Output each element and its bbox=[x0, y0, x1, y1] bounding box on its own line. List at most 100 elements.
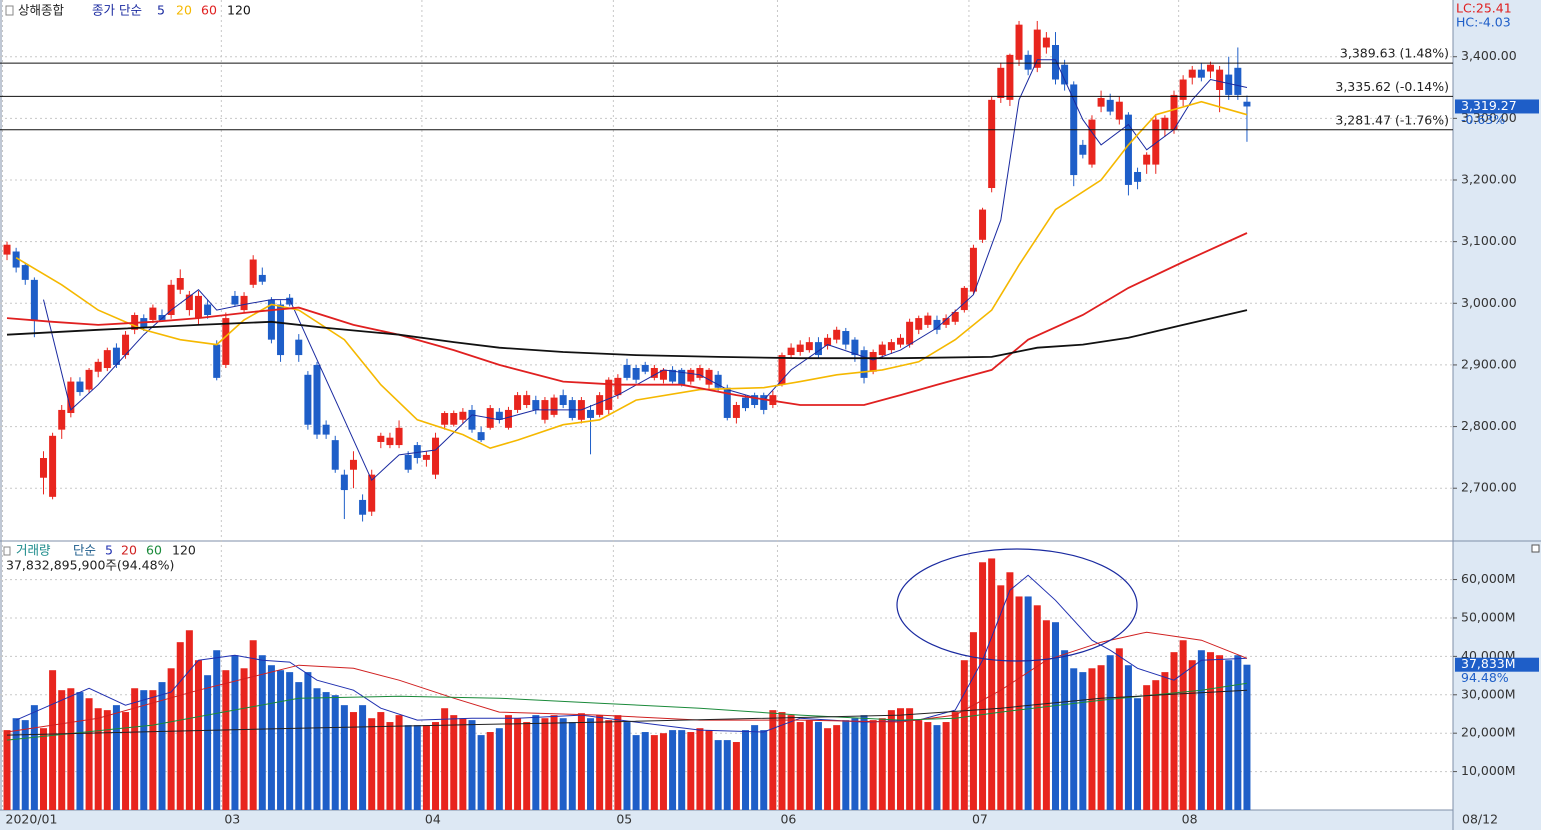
volume-bar bbox=[58, 690, 66, 810]
volume-bar bbox=[951, 712, 959, 810]
last-volume-box bbox=[1455, 657, 1539, 672]
volume-bar bbox=[313, 688, 321, 810]
volume-bar bbox=[997, 585, 1005, 810]
volume-bar bbox=[94, 708, 102, 810]
candle-body bbox=[422, 454, 430, 460]
candle-body bbox=[112, 347, 120, 365]
price-legend-prefix: 종가 단순 bbox=[92, 3, 142, 18]
volume-bar bbox=[176, 642, 184, 810]
volume-bar bbox=[103, 710, 111, 810]
volume-bar bbox=[331, 695, 339, 810]
volume-bar bbox=[185, 630, 193, 810]
candle-body bbox=[559, 395, 567, 405]
volume-bar bbox=[295, 682, 303, 810]
volume-bar bbox=[751, 725, 759, 810]
volume-bar bbox=[194, 660, 202, 810]
candle-body bbox=[1115, 101, 1123, 120]
volume-bar bbox=[824, 728, 832, 810]
corner-label: HC:-4.03 bbox=[1456, 15, 1511, 30]
volume-bar bbox=[1124, 665, 1132, 810]
candle-body bbox=[103, 350, 111, 369]
candle-body bbox=[1033, 29, 1041, 68]
volume-bar bbox=[632, 735, 640, 810]
volume-bar bbox=[723, 740, 731, 810]
volume-bar bbox=[1106, 655, 1114, 810]
candle-body bbox=[258, 274, 266, 282]
volume-bar bbox=[140, 690, 148, 810]
candle-body bbox=[459, 411, 467, 420]
candle-body bbox=[796, 344, 804, 352]
candle-body bbox=[550, 397, 558, 415]
volume-bar bbox=[1115, 648, 1123, 810]
y-tick-label: 2,800.00 bbox=[1461, 418, 1517, 433]
candle-body bbox=[1179, 79, 1187, 100]
volume-bar bbox=[1006, 572, 1014, 810]
volume-bar bbox=[76, 692, 84, 810]
volume-bar bbox=[942, 722, 950, 810]
candle-body bbox=[76, 381, 84, 393]
candle-body bbox=[331, 440, 339, 470]
volume-bar bbox=[1179, 640, 1187, 810]
candle-body bbox=[532, 400, 540, 410]
volume-bar bbox=[258, 655, 266, 810]
volume-bar bbox=[1042, 620, 1050, 810]
y-tick-label: 3,400.00 bbox=[1461, 48, 1517, 63]
volume-bar bbox=[1134, 698, 1142, 810]
x-tick-label: 2020/01 bbox=[6, 812, 58, 827]
candle-body bbox=[751, 395, 759, 405]
candle-body bbox=[742, 397, 750, 409]
moving-average-line bbox=[6, 309, 1248, 360]
y-tick-label: 60,000M bbox=[1461, 571, 1516, 586]
candle-body bbox=[21, 265, 29, 280]
volume-bar bbox=[541, 718, 549, 810]
x-tick-label: 05 bbox=[616, 812, 632, 827]
pane-button[interactable] bbox=[1531, 544, 1540, 553]
y-tick-label: 2,700.00 bbox=[1461, 480, 1517, 495]
volume-bar bbox=[322, 692, 330, 810]
candle-body bbox=[587, 409, 595, 418]
x-tick-label: 06 bbox=[780, 812, 796, 827]
volume-bar bbox=[468, 720, 476, 810]
candle-body bbox=[1106, 99, 1114, 112]
volume-bar bbox=[769, 710, 777, 810]
volume-bar bbox=[659, 733, 667, 810]
last-price-box bbox=[1455, 99, 1539, 114]
volume-bar bbox=[851, 718, 859, 810]
right-axis-panel bbox=[1453, 0, 1541, 830]
candle-body bbox=[30, 279, 38, 320]
candle-body bbox=[714, 374, 722, 388]
candle-body bbox=[340, 474, 348, 491]
volume-bar bbox=[340, 705, 348, 810]
volume-bar bbox=[158, 682, 166, 810]
candle-body bbox=[295, 339, 303, 356]
volume-bar bbox=[960, 660, 968, 810]
volume-bar bbox=[413, 725, 421, 810]
candle-body bbox=[1024, 54, 1032, 70]
candle-body bbox=[322, 424, 330, 435]
volume-bar bbox=[742, 730, 750, 810]
legend-entry: 5 bbox=[105, 543, 113, 558]
volume-bar bbox=[605, 720, 613, 810]
candle-body bbox=[1143, 154, 1151, 165]
volume-bar bbox=[85, 698, 93, 810]
volume-bar bbox=[1243, 664, 1251, 810]
candle-body bbox=[1051, 45, 1059, 80]
candle-body bbox=[67, 381, 75, 414]
candle-body bbox=[687, 369, 695, 382]
candle-body bbox=[167, 284, 175, 315]
candle-body bbox=[1015, 24, 1023, 60]
candle-body bbox=[368, 474, 376, 512]
candle-body bbox=[623, 364, 631, 378]
volume-bar bbox=[1206, 652, 1214, 810]
volume-summary: 37,832,895,900주(94.48%) bbox=[6, 558, 174, 573]
candle-body bbox=[805, 342, 813, 351]
volume-bar bbox=[304, 672, 312, 810]
y-tick-label: 3,000.00 bbox=[1461, 295, 1517, 310]
candle-body bbox=[495, 411, 503, 420]
candle-body bbox=[997, 67, 1005, 99]
candle-body bbox=[732, 405, 740, 418]
volume-bar bbox=[669, 730, 677, 810]
volume-bar bbox=[1097, 665, 1105, 810]
candle-body bbox=[596, 395, 604, 415]
